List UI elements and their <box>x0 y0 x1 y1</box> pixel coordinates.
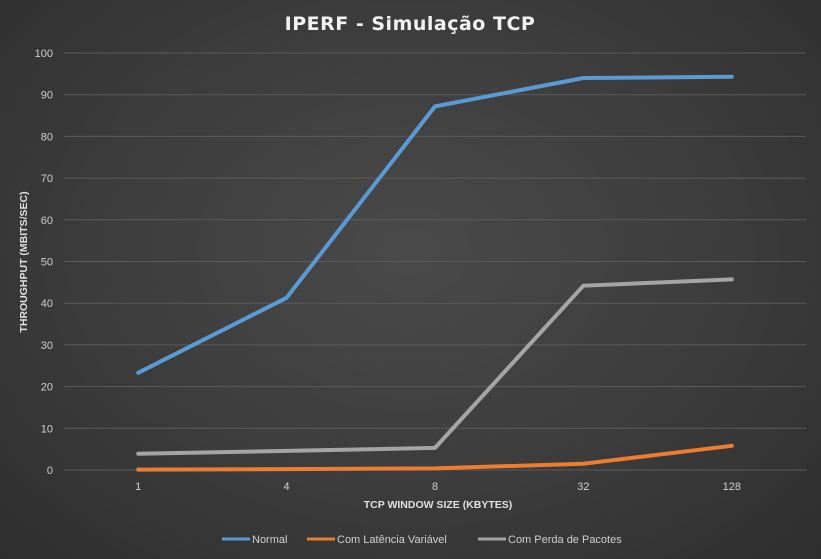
legend-item: Com Perda de Pacotes <box>478 534 622 546</box>
data-point <box>137 453 139 455</box>
x-tick-label: 4 <box>284 481 290 493</box>
y-axis-label: THROUGHPUT (MBITS/SEC) <box>18 191 30 332</box>
y-tick-label: 100 <box>35 48 53 60</box>
data-point <box>137 372 139 374</box>
data-point <box>286 297 288 299</box>
y-tick-label: 80 <box>41 131 53 143</box>
x-tick-label: 128 <box>723 481 741 493</box>
data-point <box>582 285 584 287</box>
series-line-3 <box>136 277 734 456</box>
data-point <box>434 105 436 107</box>
legend-item: Normal <box>222 534 287 546</box>
data-point <box>731 76 733 78</box>
legend-item: Com Latência Variável <box>307 534 447 546</box>
legend-label: Com Perda de Pacotes <box>508 534 622 546</box>
gridlines <box>64 52 806 471</box>
data-point <box>434 467 436 469</box>
data-point <box>286 450 288 452</box>
data-point <box>582 463 584 465</box>
chart-title: IPERF - Simulação TCP <box>285 13 536 35</box>
y-tick-label: 0 <box>47 465 53 477</box>
data-point <box>137 469 139 471</box>
y-tick-label: 40 <box>41 298 53 310</box>
data-point <box>731 445 733 447</box>
data-point <box>582 77 584 79</box>
y-tick-label: 70 <box>41 173 53 185</box>
data-point <box>434 447 436 449</box>
legend-label: Com Latência Variável <box>337 534 447 546</box>
y-tick-label: 50 <box>41 257 53 269</box>
y-tick-label: 60 <box>41 215 53 227</box>
series-lines <box>136 74 734 472</box>
x-tick-label: 8 <box>432 481 438 493</box>
y-tick-label: 10 <box>41 423 53 435</box>
x-tick-label: 1 <box>135 481 141 493</box>
x-axis-ticks: 1 4 8 32 128 <box>135 481 741 493</box>
data-point <box>286 468 288 470</box>
y-tick-label: 30 <box>41 340 53 352</box>
x-tick-label: 32 <box>577 481 589 493</box>
legend-label: Normal <box>252 534 287 546</box>
series-line-1 <box>136 74 734 375</box>
legend: Normal Com Latência Variável Com Perda de … <box>222 534 622 546</box>
y-tick-label: 90 <box>41 90 53 102</box>
data-point <box>731 278 733 280</box>
y-tick-label: 20 <box>41 382 53 394</box>
y-axis-ticks: 0 10 20 30 40 50 60 70 80 90 100 <box>35 48 53 477</box>
x-axis-label: TCP WINDOW SIZE (KBYTES) <box>364 499 513 511</box>
